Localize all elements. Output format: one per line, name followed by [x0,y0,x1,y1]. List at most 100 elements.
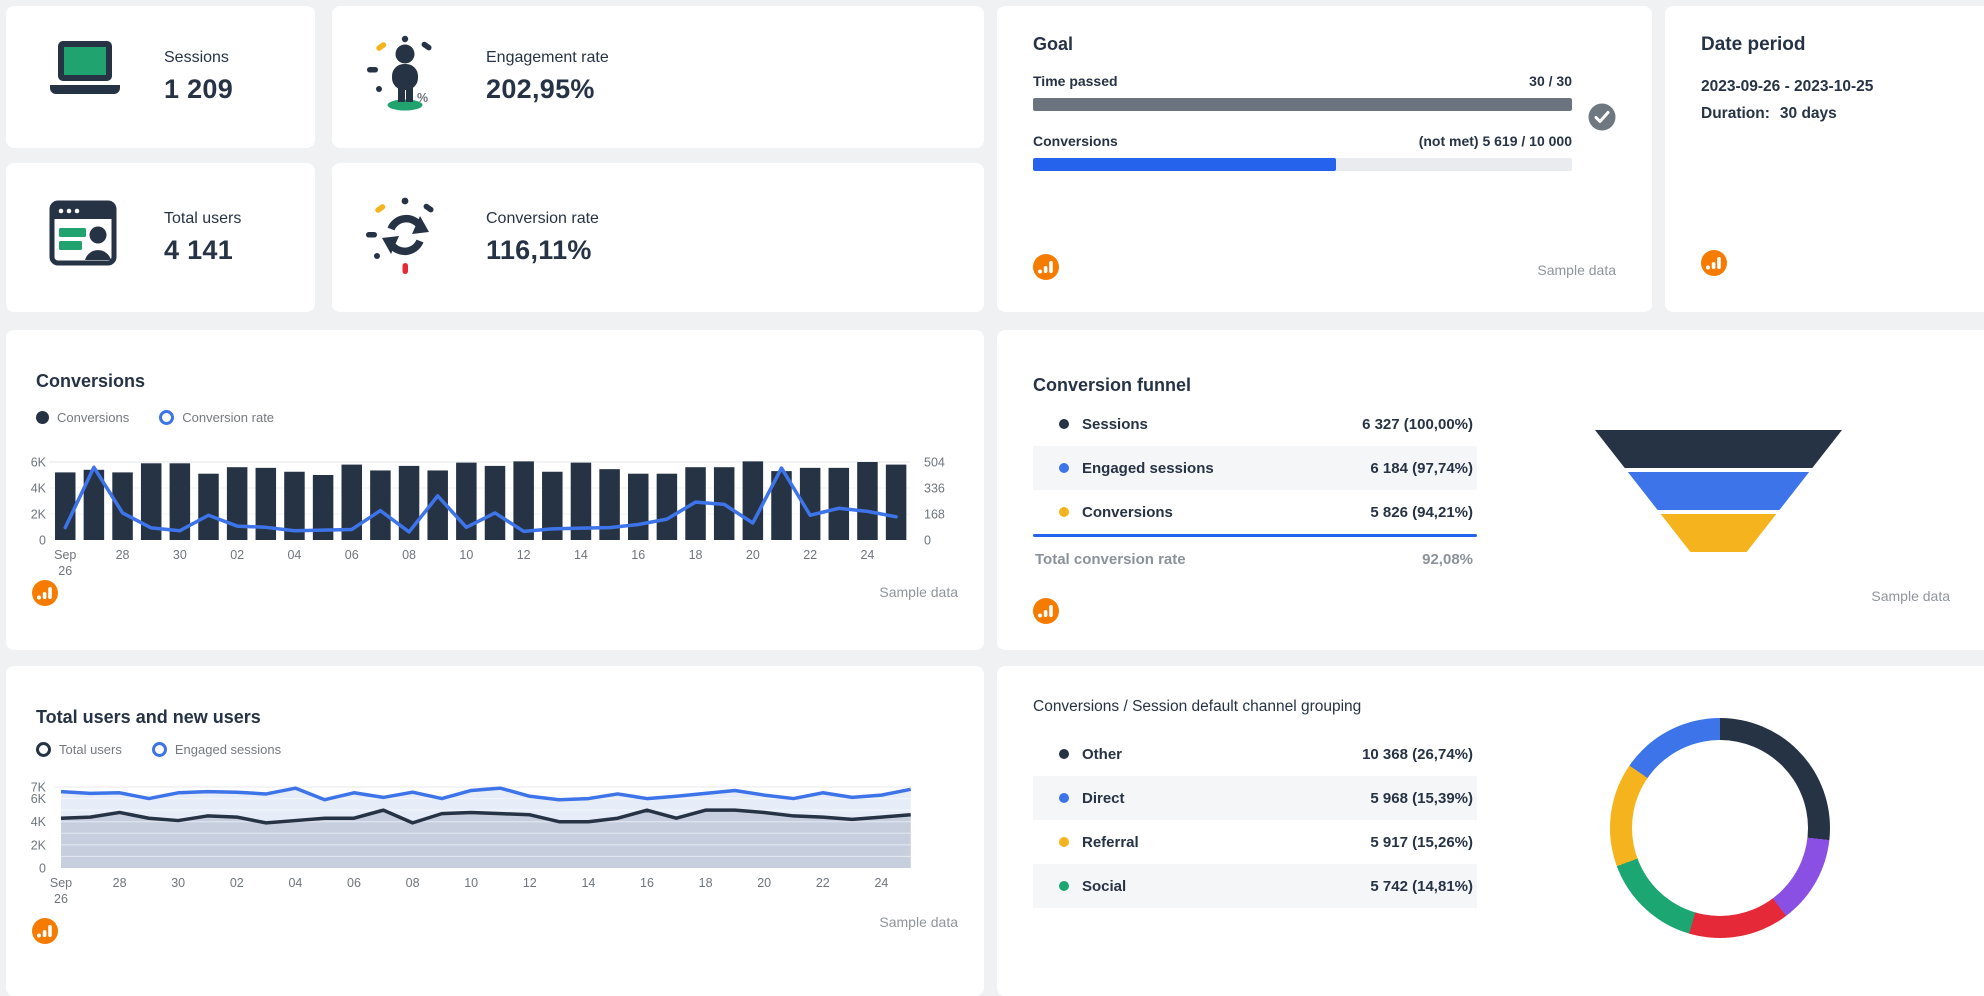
total-label: Total conversion rate [1035,551,1186,568]
funnel-chart [1595,430,1842,552]
svg-text:30: 30 [173,548,187,562]
time-passed-progressbar [1033,98,1572,111]
funnel-title: Conversion funnel [1033,374,1192,395]
svg-text:10: 10 [464,876,478,890]
svg-text:16: 16 [631,548,645,562]
sample-data-label: Sample data [1537,262,1616,278]
date-period-title: Date period [1701,34,1806,55]
sample-data-label: Sample data [879,584,958,600]
channel-grouping-card: Conversions / Session default channel gr… [997,666,1984,996]
engagement-icon: % [360,32,450,123]
browser-users-icon [40,193,128,282]
legend-label: Engaged sessions [174,742,282,757]
svg-text:02: 02 [230,548,244,562]
date-period-card: Date period 2023-09-26 - 2023-10-25 Dura… [1665,6,1984,312]
conversions-bar-line-chart: 6K 4K 2K 0 504 336 168 0 Sep 26 28 30 02 04 06 08 10 12 14… [31,456,945,579]
svg-text:7K: 7K [31,781,47,795]
conversions-progressbar [1033,158,1572,171]
channel-row-other[interactable]: Other 10 368 (26,74%) [1033,732,1477,776]
step-value: 6 327 (100,00%) [1362,415,1473,433]
step-dot [1059,419,1069,429]
channel-donut-chart [1610,718,1830,938]
kpi-label: Engagement rate [486,49,609,66]
kpi-card-sessions: Sessions 1 209 [6,6,315,148]
svg-text:08: 08 [402,548,416,562]
channel-label: Social [1082,877,1127,895]
analytics-logo-icon[interactable] [32,580,58,606]
conversion-funnel-card: Conversion funnel Sessions 6 327 (100,00… [997,330,1984,650]
svg-text:14: 14 [581,876,595,890]
svg-text:04: 04 [288,876,302,890]
channel-row-direct[interactable]: Direct 5 968 (15,39%) [1033,776,1477,820]
svg-text:2K: 2K [31,838,47,852]
svg-text:28: 28 [116,548,130,562]
kpi-value: 116,11% [486,234,592,265]
channel-label: Direct [1082,789,1125,807]
channel-dot [1059,749,1069,759]
svg-text:Sep: Sep [54,548,76,562]
goal-title: Goal [1033,34,1074,54]
legend-item-conversions[interactable]: Conversions [36,410,129,425]
users-chart-title: Total users and new users [36,706,261,727]
total-users-chart-card: Total users and new users Total users En… [6,666,984,996]
svg-text:0: 0 [39,862,46,876]
svg-text:%: % [417,91,428,105]
channel-list: Other 10 368 (26,74%) Direct 5 968 (15,3… [1033,732,1477,908]
analytics-logo-icon[interactable] [1701,250,1727,276]
legend-marker [36,742,51,757]
svg-text:12: 12 [523,876,537,890]
kpi-card-engagement-rate: % Engagement rate 202,95% [332,6,984,148]
channel-value: 5 742 (14,81%) [1370,877,1473,895]
svg-text:02: 02 [230,876,244,890]
legend-item-conversion-rate[interactable]: Conversion rate [159,410,274,425]
legend-item-total-users[interactable]: Total users [36,742,122,757]
svg-text:08: 08 [406,876,420,890]
channel-row-social[interactable]: Social 5 742 (14,81%) [1033,864,1477,908]
funnel-row-engaged-sessions[interactable]: Engaged sessions 6 184 (97,74%) [1033,446,1477,490]
channel-value: 5 917 (15,26%) [1370,833,1473,851]
channel-label: Other [1082,745,1123,763]
conversions-chart-title: Conversions [36,370,146,391]
legend-label: Conversion rate [182,410,275,425]
svg-text:24: 24 [874,876,888,890]
channels-title: Conversions / Session default channel gr… [1033,698,1362,715]
analytics-logo-icon[interactable] [1033,598,1059,624]
kpi-card-total-users: Total users 4 141 [6,163,315,312]
svg-text:12: 12 [517,548,531,562]
svg-text:16: 16 [640,876,654,890]
svg-text:22: 22 [803,548,817,562]
goal-row-conversions: Conversions (not met) 5 619 / 10 000 [1033,133,1572,171]
channel-row-referral[interactable]: Referral 5 917 (15,26%) [1033,820,1477,864]
goal-metric-value: 30 / 30 [1529,73,1572,89]
kpi-value: 202,95% [486,74,595,104]
sample-data-label: Sample data [1871,588,1950,604]
svg-text:04: 04 [287,548,301,562]
step-label: Sessions [1082,415,1148,433]
svg-text:168: 168 [924,508,945,522]
svg-text:06: 06 [347,876,361,890]
analytics-logo-icon[interactable] [32,918,58,944]
date-range: 2023-09-26 - 2023-10-25 [1701,78,1874,95]
channel-value: 5 968 (15,39%) [1370,789,1473,807]
step-value: 6 184 (97,74%) [1370,459,1473,477]
svg-text:18: 18 [689,548,703,562]
funnel-row-conversions[interactable]: Conversions 5 826 (94,21%) [1033,490,1477,534]
legend-marker [151,742,167,757]
kpi-label: Total users [164,209,242,227]
channel-dot [1059,837,1069,847]
channel-dot [1059,793,1069,803]
legend-item-engaged-sessions[interactable]: Engaged sessions [151,742,282,757]
svg-text:18: 18 [699,876,713,890]
channel-value: 10 368 (26,74%) [1362,745,1473,763]
kpi-label: Sessions [164,49,229,66]
goal-metric-value: (not met) 5 619 / 10 000 [1418,133,1572,149]
svg-text:Sep: Sep [50,876,72,890]
analytics-logo-icon[interactable] [1033,254,1059,280]
svg-text:26: 26 [58,564,72,578]
conversions-chart-card: Conversions Conversions Conversion rate … [6,330,984,650]
legend-label: Total users [59,742,122,757]
funnel-row-sessions[interactable]: Sessions 6 327 (100,00%) [1033,402,1477,446]
svg-text:6K: 6K [31,792,47,806]
svg-text:26: 26 [54,892,68,906]
